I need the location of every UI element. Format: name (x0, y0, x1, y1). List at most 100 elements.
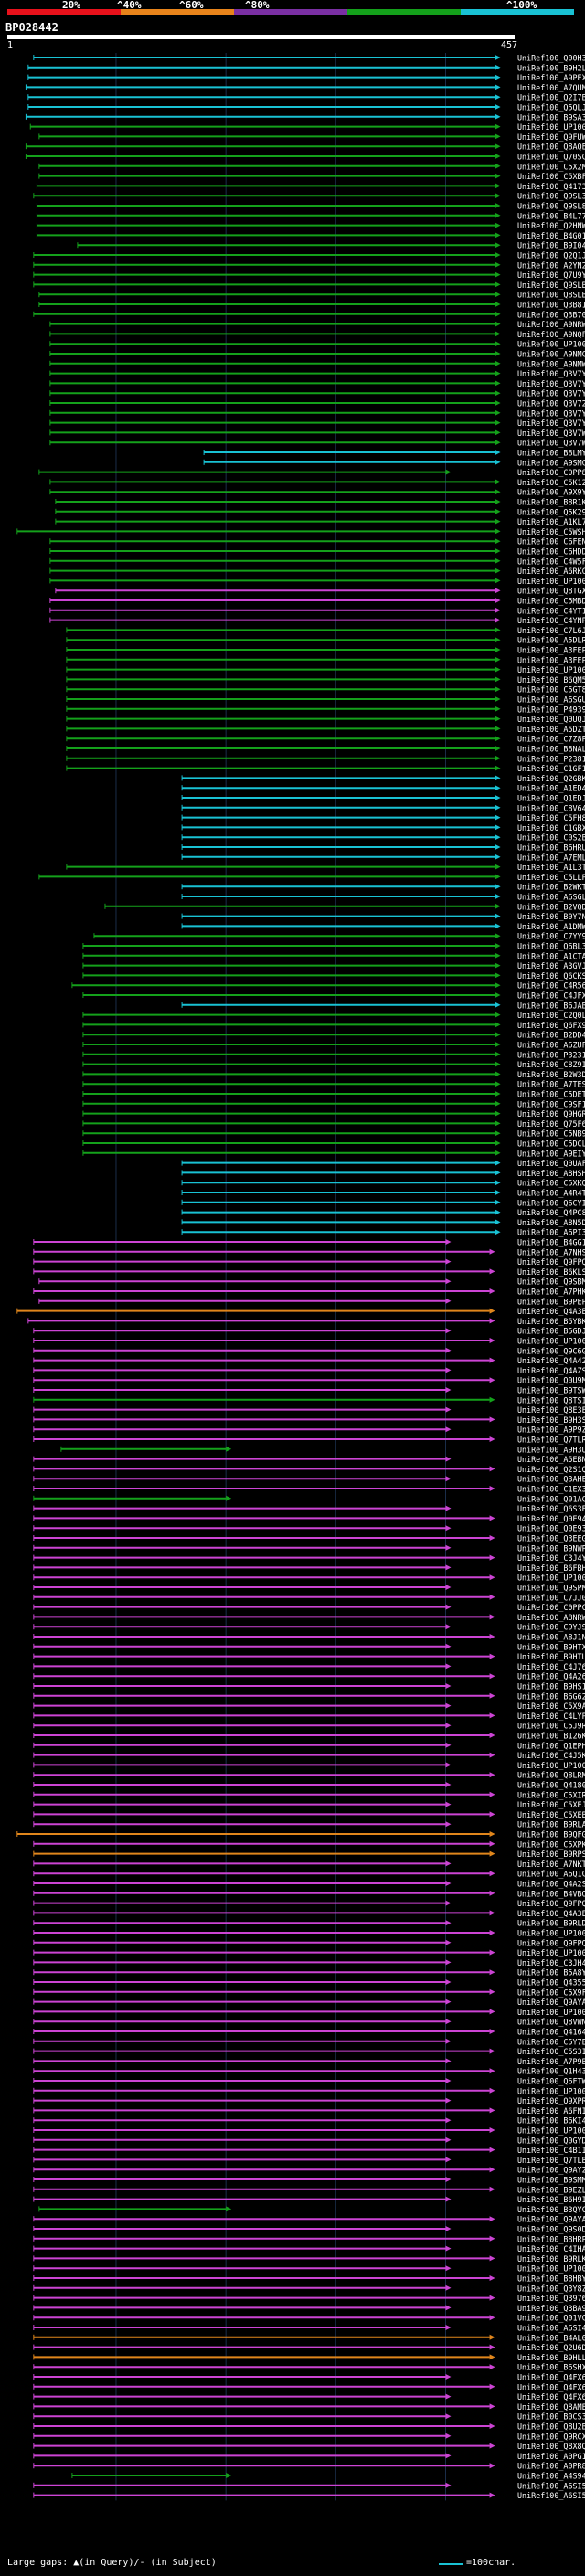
hit-label[interactable]: UniRef100_A9H3U1 (517, 1445, 585, 1454)
hit-label[interactable]: UniRef100_Q3Y8Z9 (517, 2284, 585, 2293)
hit-label[interactable]: UniRef100_A9SMC8 (517, 458, 585, 467)
hit-label[interactable]: UniRef100_A9NQF1 (517, 330, 585, 339)
hit-label[interactable]: UniRef100_C7Z8P6 (517, 735, 585, 744)
hit-label[interactable]: UniRef100_B9HS16 (517, 1682, 585, 1691)
hit-label[interactable]: UniRef100_A6RKC7 (517, 567, 585, 576)
hit-label[interactable]: UniRef100_B9HLL1 (517, 2353, 585, 2362)
hit-label[interactable]: UniRef100_Q7U9Y5 (517, 270, 585, 280)
hit-label[interactable]: UniRef100_Q8TSI1 (517, 1395, 585, 1405)
hit-label[interactable]: UniRef100_Q43558 (517, 1978, 585, 1988)
hit-label[interactable]: UniRef100_A6SI51 (517, 2481, 585, 2490)
hit-label[interactable]: UniRef100_Q7TLB1 (517, 2156, 585, 2165)
hit-label[interactable]: UniRef100_Q1EPH3 (517, 1741, 585, 1750)
hit-label[interactable]: UniRef100_A8J1N3 (517, 1633, 585, 1642)
hit-label[interactable]: UniRef100_A5DZT4 (517, 725, 585, 734)
hit-label[interactable]: UniRef100_A6SI53 (517, 2491, 585, 2500)
hit-label[interactable]: UniRef100_C4YNP4 (517, 616, 585, 625)
hit-label[interactable]: UniRef100_C5LLP4 (517, 873, 585, 882)
hit-label[interactable]: UniRef100_B9HTX6 (517, 1642, 585, 1651)
hit-label[interactable]: UniRef100_Q3V7Y2 (517, 419, 585, 428)
hit-label[interactable]: UniRef100_Q4A3E1 (517, 1909, 585, 1918)
hit-label[interactable]: UniRef100_Q0U9M7 (517, 1376, 585, 1385)
hit-label[interactable]: UniRef100_Q9XPR5 (517, 2096, 585, 2105)
hit-label[interactable]: UniRef100_B8HRP6 (517, 2234, 585, 2243)
hit-label[interactable]: UniRef100_Q9AYA4 (517, 1998, 585, 2007)
hit-label[interactable]: UniRef100_C5NB93 (517, 1129, 585, 1139)
hit-label[interactable]: UniRef100_Q01VC4 (517, 2314, 585, 2323)
hit-label[interactable]: UniRef100_C1GF10 (517, 764, 585, 773)
hit-label[interactable]: UniRef100_B9H3S0 (517, 1415, 585, 1425)
hit-label[interactable]: UniRef100_UP1000... (517, 2264, 585, 2274)
hit-label[interactable]: UniRef100_C7JJ05 (517, 1593, 585, 1602)
hit-label[interactable]: UniRef100_A6SI48 (517, 2324, 585, 2333)
hit-label[interactable]: UniRef100_Q4A2S6 (517, 1880, 585, 1889)
hit-label[interactable]: UniRef100_Q0E938 (517, 1524, 585, 1533)
hit-label[interactable]: UniRef100_B9RLD5 (517, 1919, 585, 1928)
hit-label[interactable]: UniRef100_Q3V7Y6 (517, 369, 585, 378)
hit-label[interactable]: UniRef100_B9I049 (517, 241, 585, 250)
hit-label[interactable]: UniRef100_C5Y7E8 (517, 2037, 585, 2046)
hit-label[interactable]: UniRef100_Q4AZS9 (517, 1366, 585, 1375)
hit-label[interactable]: UniRef100_Q3V7W8 (517, 439, 585, 448)
hit-label[interactable]: UniRef100_Q3B814 (517, 301, 585, 310)
hit-label[interactable]: UniRef100_Q2Q1J5 (517, 251, 585, 260)
hit-label[interactable]: UniRef100_P23818 (517, 754, 585, 763)
hit-label[interactable]: UniRef100_Q3V7Y3 (517, 408, 585, 418)
hit-label[interactable]: UniRef100_Q3AHE6 (517, 1475, 585, 1484)
hit-label[interactable]: UniRef100_C5S3I0 (517, 2047, 585, 2056)
hit-label[interactable]: UniRef100_Q3V721 (517, 399, 585, 408)
hit-label[interactable]: UniRef100_Q9FUW8 (517, 133, 585, 142)
hit-label[interactable]: UniRef100_Q4FX61 (517, 2392, 585, 2401)
hit-label[interactable]: UniRef100_B9QFG7 (517, 1830, 585, 1839)
hit-label[interactable]: UniRef100_P32318 (517, 1050, 585, 1059)
hit-label[interactable]: UniRef100_B2WKT2 (517, 883, 585, 892)
hit-label[interactable]: UniRef100_C5XIR4 (517, 1790, 585, 1799)
hit-label[interactable]: UniRef100_B126K9 (517, 1732, 585, 1741)
hit-label[interactable]: UniRef100_C5FH84 (517, 813, 585, 822)
hit-label[interactable]: UniRef100_C5X2M4 (517, 162, 585, 171)
hit-label[interactable]: UniRef100_A7NKT7 (517, 1860, 585, 1869)
hit-label[interactable]: UniRef100_C5XEB6 (517, 1810, 585, 1819)
hit-label[interactable]: UniRef100_B6HRU1 (517, 843, 585, 853)
hit-label[interactable]: UniRef100_Q9SPM6 (517, 1584, 585, 1593)
hit-label[interactable]: UniRef100_C4B1I1 (517, 2146, 585, 2155)
hit-label[interactable]: UniRef100_UP1000... (517, 1948, 585, 1957)
hit-label[interactable]: UniRef100_B9NWP9 (517, 1543, 585, 1553)
hit-label[interactable]: UniRef100_A3GVJ3 (517, 961, 585, 970)
hit-label[interactable]: UniRef100_C3JH46 (517, 1958, 585, 1967)
hit-label[interactable]: UniRef100_C5XKQ1 (517, 1179, 585, 1188)
hit-label[interactable]: UniRef100_A1CTA3 (517, 951, 585, 960)
hit-label[interactable]: UniRef100_C5MBD7 (517, 597, 585, 606)
hit-label[interactable]: UniRef100_A4R4T9 (517, 1189, 585, 1198)
hit-label[interactable]: UniRef100_Q9SL30 (517, 192, 585, 201)
hit-label[interactable]: UniRef100_Q6CKS6 (517, 971, 585, 981)
hit-label[interactable]: UniRef100_Q3B709 (517, 310, 585, 319)
hit-label[interactable]: UniRef100_A8N5D1 (517, 1218, 585, 1227)
hit-label[interactable]: UniRef100_C8V649 (517, 803, 585, 812)
hit-label[interactable]: UniRef100_Q4FX62 (517, 2382, 585, 2391)
hit-label[interactable]: UniRef100_B8NAL2 (517, 745, 585, 754)
hit-label[interactable]: UniRef100_Q0UAF0 (517, 1159, 585, 1168)
hit-label[interactable]: UniRef100_C4IHA2 (517, 2244, 585, 2253)
hit-label[interactable]: UniRef100_A1L3T5 (517, 863, 585, 872)
hit-label[interactable]: UniRef100_B5GDJ7 (517, 1327, 585, 1336)
hit-label[interactable]: UniRef100_C5X9F7 (517, 1988, 585, 1997)
hit-label[interactable]: UniRef100_Q9AYA4 (517, 2215, 585, 2224)
hit-label[interactable]: UniRef100_Q9SLB9 (517, 281, 585, 290)
hit-label[interactable]: UniRef100_A3FEP4 (517, 646, 585, 655)
hit-label[interactable]: UniRef100_Q4A3B5 (517, 1307, 585, 1316)
hit-label[interactable]: UniRef100_A2YN28 (517, 260, 585, 270)
hit-label[interactable]: UniRef100_A3FEP4 (517, 655, 585, 664)
hit-label[interactable]: UniRef100_UP1000... (517, 665, 585, 674)
hit-label[interactable]: UniRef100_B9RLA3 (517, 1820, 585, 1829)
hit-label[interactable]: UniRef100_C4W5F3 (517, 557, 585, 566)
hit-label[interactable]: UniRef100_A6SGU0 (517, 695, 585, 705)
hit-label[interactable]: UniRef100_B8HBY3 (517, 2274, 585, 2284)
hit-label[interactable]: UniRef100_A9P9Z1 (517, 1426, 585, 1435)
hit-label[interactable]: UniRef100_C6HDD0 (517, 547, 585, 557)
hit-label[interactable]: UniRef100_Q8U2B4 (517, 2422, 585, 2432)
hit-label[interactable]: UniRef100_C4YT10 (517, 606, 585, 615)
hit-label[interactable]: UniRef100_Q70SC4 (517, 153, 585, 162)
hit-label[interactable]: UniRef100_B6FBH4 (517, 1564, 585, 1573)
hit-label[interactable]: UniRef100_A4S940 (517, 2472, 585, 2481)
